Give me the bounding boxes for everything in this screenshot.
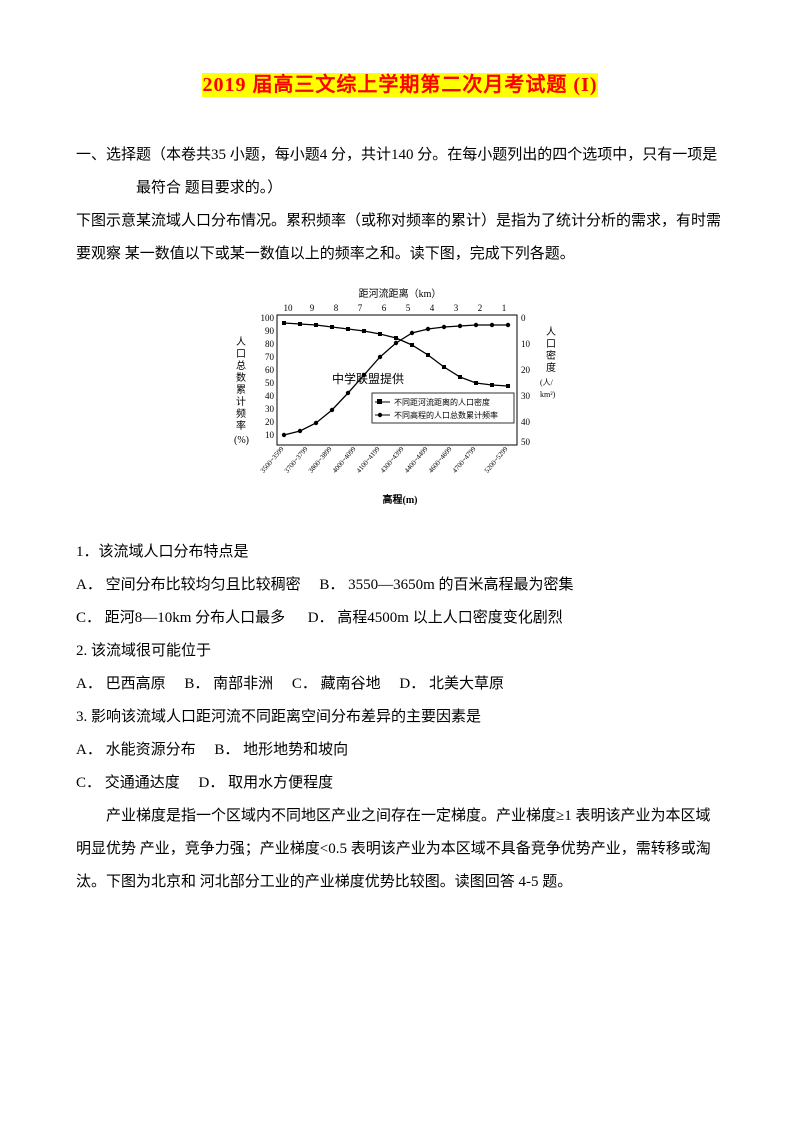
svg-text:20: 20	[265, 417, 275, 427]
svg-text:密: 密	[546, 349, 556, 362]
q2-d: D． 北美大草原	[399, 676, 504, 692]
q1-b: B． 3550—3650m 的百米高程最为密集	[319, 577, 573, 593]
q1-c: C． 距河8—10km 分布人口最多	[76, 610, 285, 626]
title-highlight: 2019 届高三文综上学期第二次月考试题 (I)	[202, 73, 597, 97]
svg-text:70: 70	[265, 352, 275, 362]
svg-text:计: 计	[236, 395, 246, 408]
page-title: 2019 届高三文综上学期第二次月考试题 (I)	[76, 68, 724, 97]
svg-text:累: 累	[236, 384, 246, 396]
svg-text:50: 50	[521, 437, 531, 447]
svg-text:0: 0	[521, 313, 526, 323]
svg-text:人: 人	[236, 336, 246, 348]
svg-text:率: 率	[236, 419, 246, 432]
svg-text:频: 频	[236, 407, 246, 420]
svg-text:80: 80	[265, 339, 275, 349]
q3-stem: 3. 影响该流域人口距河流不同距离空间分布差异的主要因素是	[76, 701, 724, 734]
legend-2: 不同高程的人口总数累计频率	[394, 410, 498, 420]
svg-text:9: 9	[310, 303, 315, 313]
svg-text:100: 100	[261, 313, 275, 323]
q3-c: C． 交通通达度	[76, 775, 180, 791]
q3-opts-row1: A． 水能资源分布 B． 地形地势和坡向	[76, 734, 724, 767]
svg-text:1: 1	[502, 303, 507, 313]
svg-text:数: 数	[236, 371, 246, 384]
bottom-axis-label: 高程(m)	[383, 493, 418, 506]
svg-text:度: 度	[546, 361, 556, 374]
q1-a: A． 空间分布比较均匀且比较稠密	[76, 577, 301, 593]
chart-container: 距河流距离（km） 10 9 8 7 6 5 4 3 2 1 100 90 80	[76, 285, 724, 522]
svg-text:8: 8	[334, 303, 339, 313]
svg-text:40: 40	[521, 417, 531, 427]
svg-text:口: 口	[546, 339, 556, 350]
svg-text:3: 3	[454, 303, 459, 313]
svg-text:5: 5	[406, 303, 411, 313]
q2-a: A． 巴西高原	[76, 676, 166, 692]
q1-stem: 1．该流域人口分布特点是	[76, 536, 724, 569]
q3-opts-row2: C． 交通通达度 D． 取用水方便程度	[76, 767, 724, 800]
svg-text:10: 10	[265, 430, 275, 440]
svg-text:6: 6	[382, 303, 387, 313]
svg-text:20: 20	[521, 365, 531, 375]
svg-text:40: 40	[265, 391, 275, 401]
svg-text:10: 10	[521, 339, 531, 349]
q1-opts-row1: A． 空间分布比较均匀且比较稠密 B． 3550—3650m 的百米高程最为密集	[76, 569, 724, 602]
passage-2: 产业梯度是指一个区域内不同地区产业之间存在一定梯度。产业梯度≥1 表明该产业为本…	[76, 800, 724, 899]
svg-text:30: 30	[265, 404, 275, 414]
svg-text:4: 4	[430, 303, 435, 313]
svg-text:(%): (%)	[234, 435, 249, 446]
svg-text:口: 口	[236, 349, 246, 360]
q3-d: D． 取用水方便程度	[199, 775, 334, 791]
q2-b: B． 南部非洲	[184, 676, 273, 692]
svg-text:人: 人	[546, 326, 556, 338]
passage-1: 下图示意某流域人口分布情况。累积频率（或称对频率的累计）是指为了统计分析的需求，…	[76, 205, 724, 271]
svg-text:50: 50	[265, 378, 275, 388]
q2-c: C． 藏南谷地	[292, 676, 381, 692]
svg-text:10: 10	[284, 303, 294, 313]
svg-text:km²): km²)	[540, 390, 556, 399]
q2-stem: 2. 该流域很可能位于	[76, 635, 724, 668]
svg-text:(人/: (人/	[540, 378, 554, 387]
q1-opts-row2: C． 距河8—10km 分布人口最多 D． 高程4500m 以上人口密度变化剧烈	[76, 602, 724, 635]
legend-1: 不同距河流距离的人口密度	[394, 397, 490, 407]
section-heading: 一、选择题（本卷共35 小题，每小题4 分，共计140 分。在每小题列出的四个选…	[76, 139, 724, 205]
q3-a: A． 水能资源分布	[76, 742, 196, 758]
svg-text:总: 总	[236, 359, 246, 372]
chart-watermark: 中学联盟提供	[332, 371, 404, 386]
q2-opts: A． 巴西高原 B． 南部非洲 C． 藏南谷地 D． 北美大草原	[76, 668, 724, 701]
q3-b: B． 地形地势和坡向	[214, 742, 348, 758]
svg-text:7: 7	[358, 303, 363, 313]
svg-text:2: 2	[478, 303, 483, 313]
svg-text:60: 60	[265, 365, 275, 375]
q1-d: D． 高程4500m 以上人口密度变化剧烈	[308, 610, 563, 626]
svg-text:90: 90	[265, 326, 275, 336]
population-chart: 距河流距离（km） 10 9 8 7 6 5 4 3 2 1 100 90 80	[222, 285, 578, 517]
svg-text:30: 30	[521, 391, 531, 401]
top-axis-label: 距河流距离（km）	[359, 287, 442, 300]
